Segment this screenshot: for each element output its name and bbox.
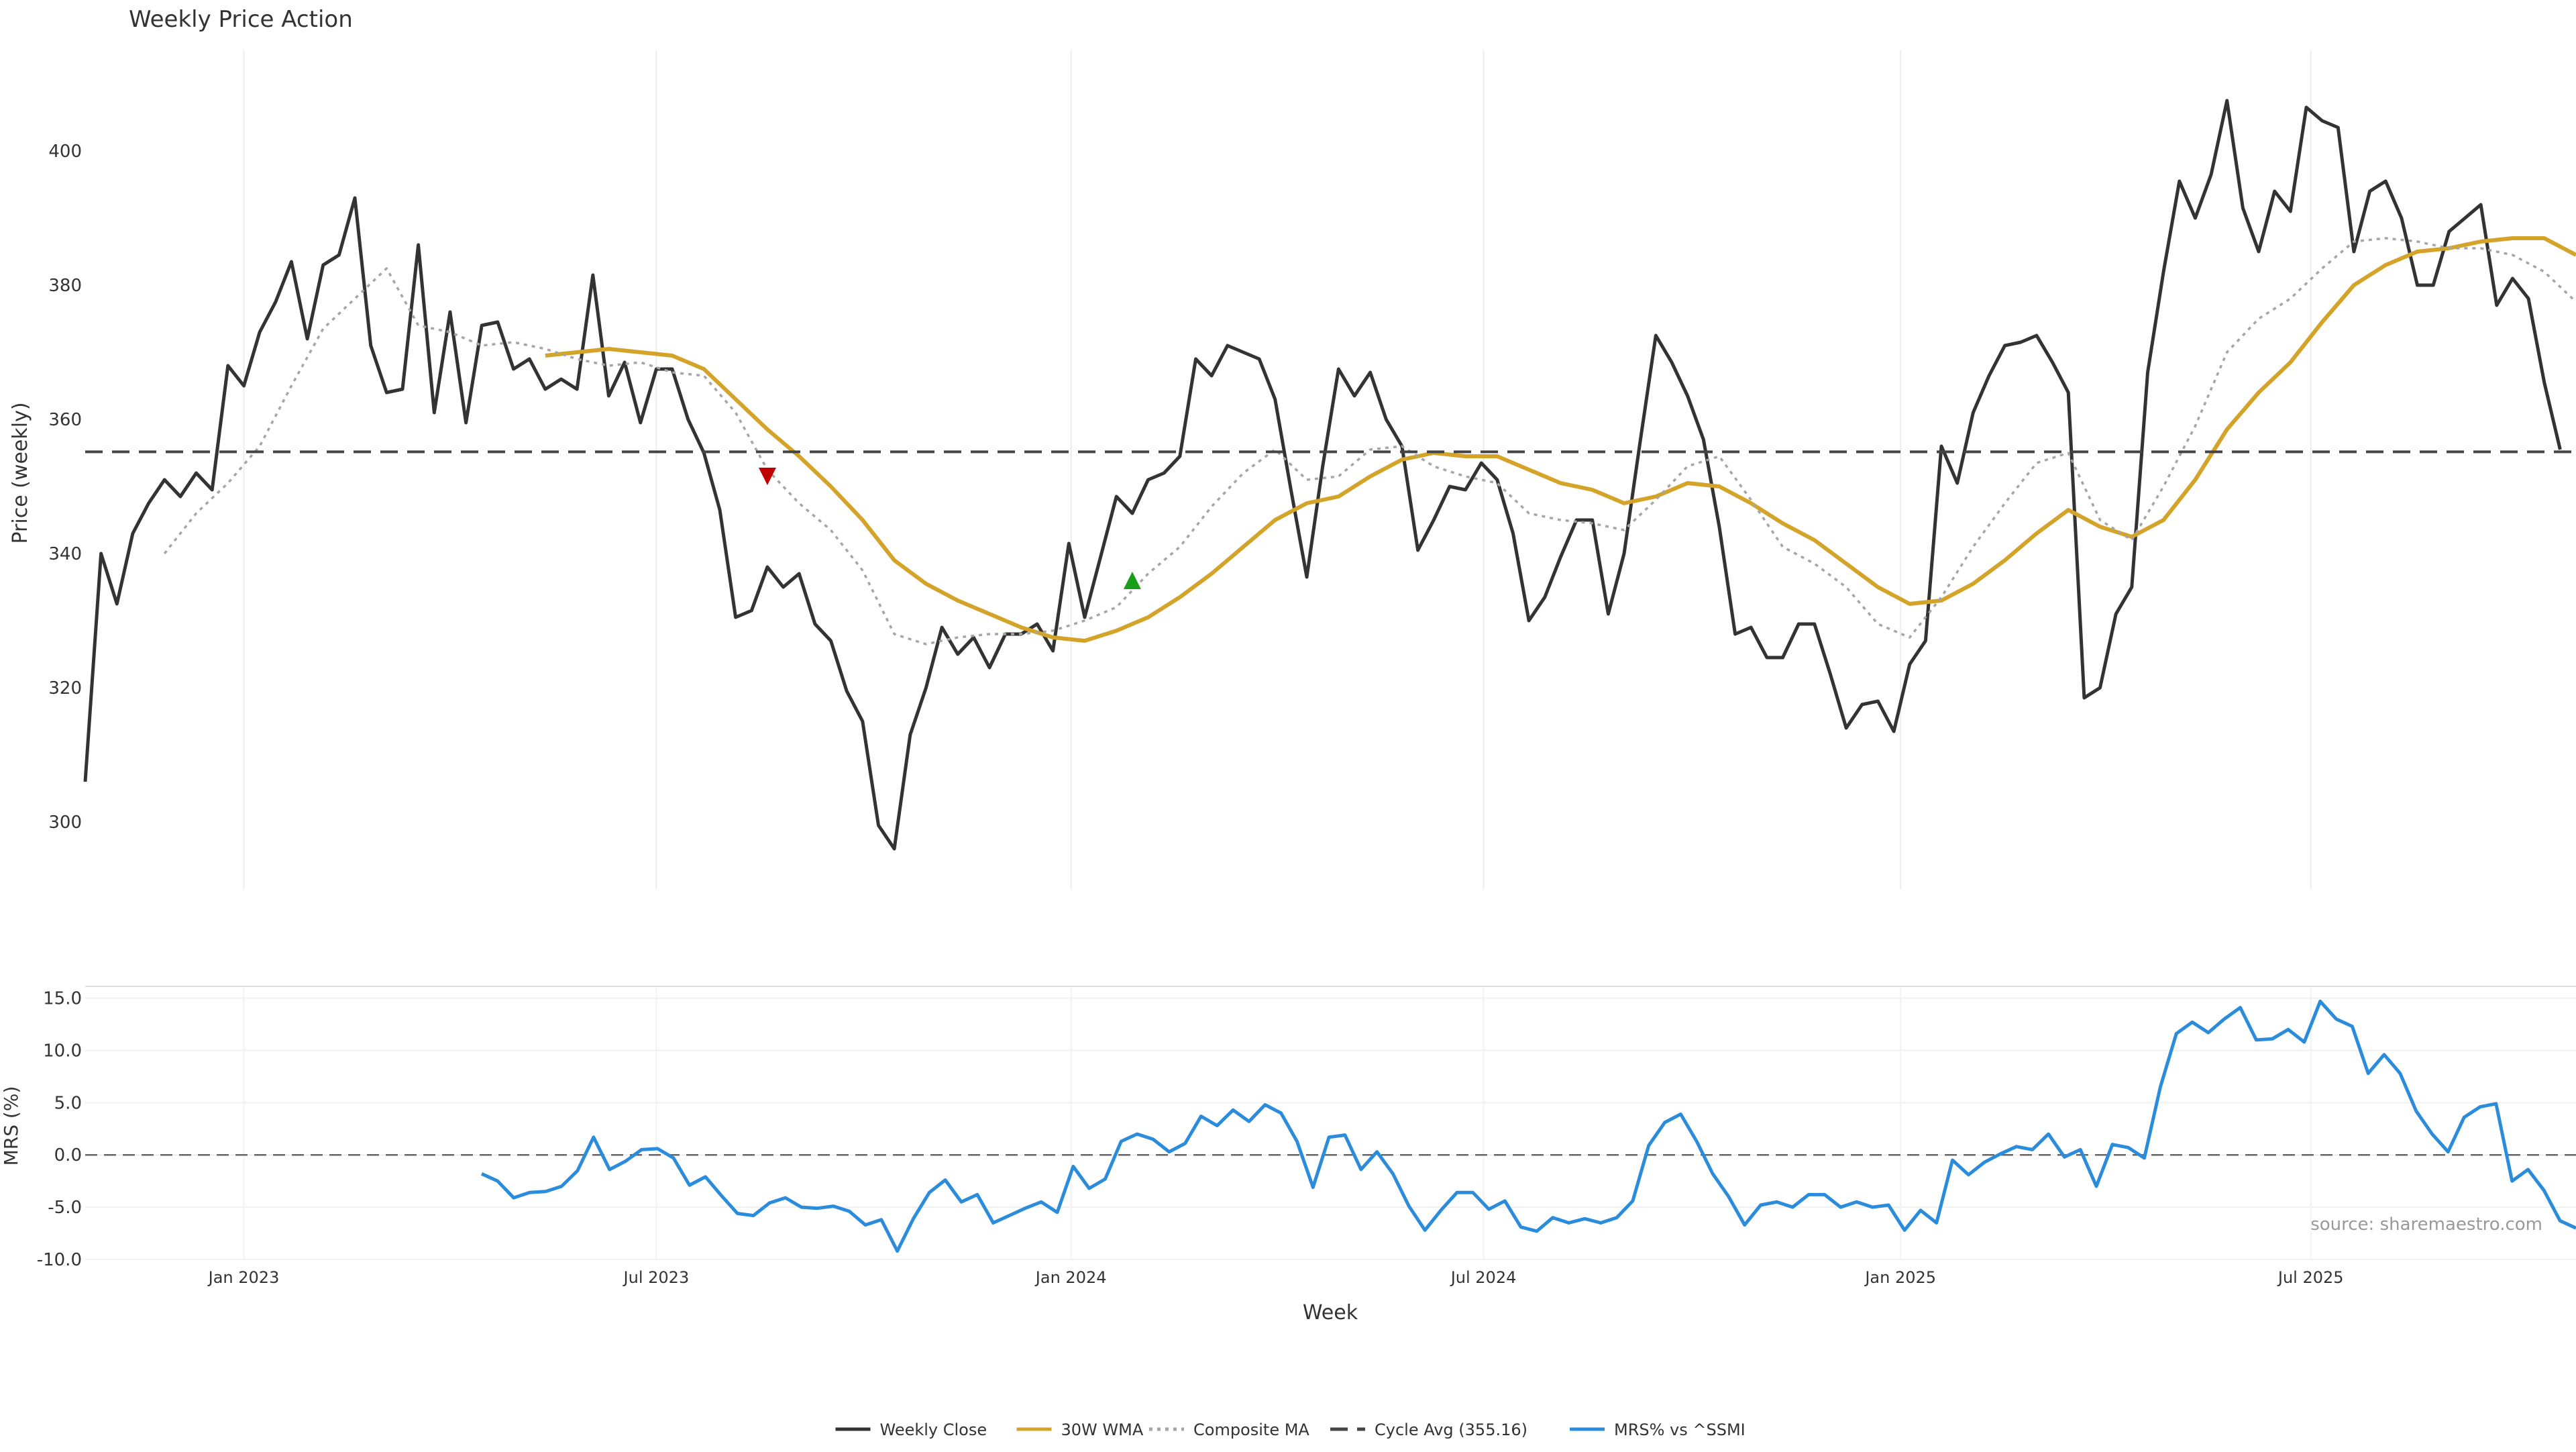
mrs-tick-label: -10.0 — [37, 1250, 82, 1270]
price-tick-label: 320 — [48, 678, 82, 698]
price-tick-label: 360 — [48, 410, 82, 430]
mrs-tick-label: 15.0 — [43, 989, 82, 1009]
mrs-tick-label: 10.0 — [43, 1041, 82, 1061]
bottom-series — [480, 999, 2576, 1253]
mrs-tick-label: 5.0 — [54, 1093, 82, 1113]
legend-entry: Cycle Avg (355.16) — [1330, 1420, 1527, 1439]
x-tick-label: Jan 2025 — [1864, 1268, 1936, 1287]
signal-markers — [758, 468, 1141, 589]
top-grid — [243, 50, 2312, 889]
top-y-ticks: 300 320 340 360 380 400 — [48, 142, 82, 833]
series-line-mrs — [480, 999, 2576, 1253]
legend-label: MRS% vs ^SSMI — [1614, 1420, 1746, 1439]
price-tick-label: 340 — [48, 544, 82, 564]
x-tick-label: Jan 2023 — [207, 1268, 280, 1287]
legend-entry: 30W WMA — [1016, 1420, 1144, 1439]
legend-entry: MRS% vs ^SSMI — [1570, 1420, 1746, 1439]
legend: Weekly Close 30W WMA Composite MA Cycle Avg… — [835, 1420, 1746, 1439]
legend-entry: Composite MA — [1149, 1420, 1309, 1439]
legend-label: Cycle Avg (355.16) — [1375, 1420, 1527, 1439]
series-line-30w-wma — [545, 236, 2576, 643]
x-tick-label: Jul 2025 — [2277, 1268, 2344, 1287]
x-tick-label: Jul 2023 — [623, 1268, 690, 1287]
mrs-axis-label: MRS (%) — [0, 1086, 22, 1166]
bottom-y-ticks: -10.0 -5.0 0.0 5.0 10.0 15.0 — [37, 989, 82, 1270]
series-line-weekly-close — [83, 99, 2562, 851]
legend-label: 30W WMA — [1061, 1420, 1144, 1439]
legend-label: Composite MA — [1193, 1420, 1309, 1439]
bottom-grid — [85, 986, 2576, 1260]
x-tick-label: Jan 2024 — [1034, 1268, 1107, 1287]
series-line-composite-ma — [163, 237, 2576, 645]
price-tick-label: 300 — [48, 813, 82, 833]
price-axis-label: Price (weekly) — [9, 402, 32, 543]
bottom-x-ticks: Jan 2023 Jul 2023 Jan 2024 Jul 2024 Jan 2025… — [207, 1268, 2344, 1287]
x-tick-label: Jul 2024 — [1450, 1268, 1517, 1287]
x-axis-label: Week — [1303, 1301, 1358, 1325]
buy-signal-marker — [1123, 572, 1141, 589]
top-series — [83, 99, 2576, 851]
legend-entry: Weekly Close — [835, 1420, 987, 1439]
source-annotation: source: sharemaestro.com — [2310, 1214, 2542, 1235]
mrs-tick-label: 0.0 — [54, 1145, 82, 1165]
sell-signal-marker — [758, 468, 776, 485]
price-tick-label: 400 — [48, 142, 82, 162]
price-tick-label: 380 — [48, 276, 82, 296]
legend-label: Weekly Close — [880, 1420, 987, 1439]
mrs-tick-label: -5.0 — [48, 1198, 82, 1218]
chart-title: Weekly Price Action — [129, 6, 353, 33]
